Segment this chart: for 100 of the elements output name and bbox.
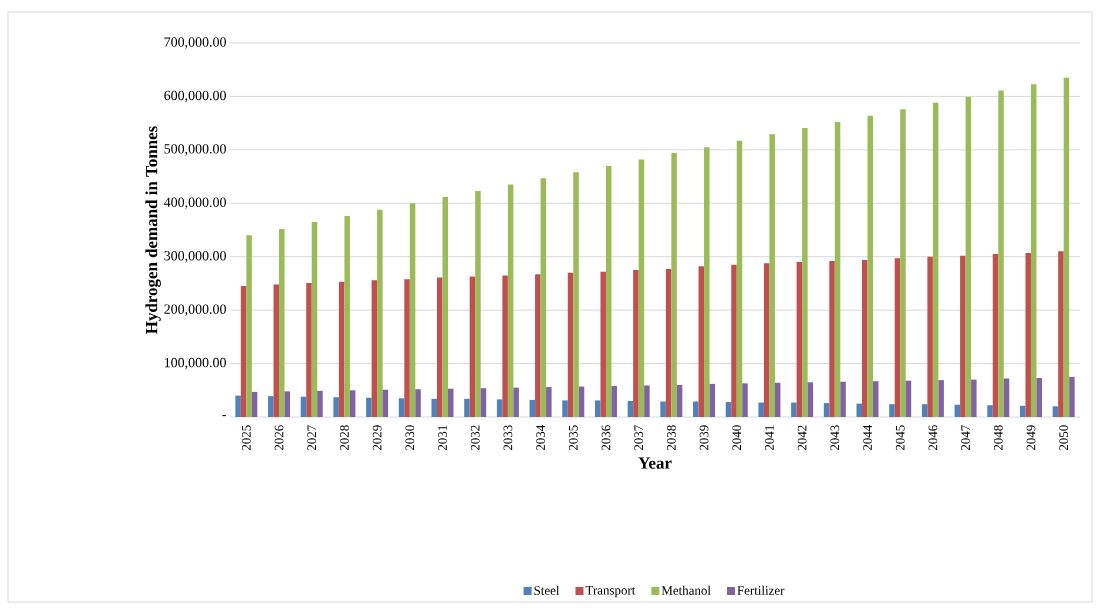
bar <box>873 381 879 417</box>
bar <box>829 260 835 417</box>
y-tick-label: 700,000.00 <box>164 37 226 49</box>
bar <box>932 102 939 417</box>
bar <box>268 396 274 417</box>
bar <box>546 387 552 417</box>
bar <box>927 256 933 417</box>
bar <box>638 159 645 417</box>
bar <box>431 398 437 417</box>
bar <box>273 284 280 417</box>
bar <box>480 388 487 417</box>
bar <box>905 380 912 417</box>
bar <box>802 127 808 417</box>
legend-label: Transport <box>585 586 636 598</box>
bar <box>507 184 514 417</box>
bar <box>349 390 356 417</box>
bar <box>834 122 841 417</box>
bar <box>758 402 764 417</box>
bar <box>644 385 650 417</box>
x-tick-label: 2041 <box>765 425 774 451</box>
bar <box>796 262 803 417</box>
bar <box>889 404 895 417</box>
bar <box>415 389 421 417</box>
y-axis-title: Hydrogen demand in Tonnes <box>145 126 161 334</box>
bar <box>529 399 536 417</box>
bar <box>862 259 868 417</box>
bar <box>987 405 993 417</box>
bar <box>404 279 410 417</box>
bar <box>567 272 574 417</box>
bar <box>344 216 350 417</box>
bar <box>960 255 966 417</box>
bar <box>867 115 874 417</box>
bar <box>633 270 639 417</box>
bar <box>823 403 830 417</box>
bar <box>442 196 448 417</box>
bar <box>1058 251 1064 417</box>
bar <box>840 381 846 417</box>
bar <box>366 397 372 417</box>
bar <box>627 400 634 417</box>
bar <box>469 276 476 417</box>
x-tick-label: 2045 <box>895 425 905 451</box>
bar <box>251 391 258 417</box>
bar <box>791 402 797 417</box>
bar <box>665 269 672 417</box>
bar <box>1069 376 1075 417</box>
bar <box>540 178 547 417</box>
bar <box>992 254 999 417</box>
bar <box>1030 84 1037 417</box>
x-tick-label: 2042 <box>797 425 807 451</box>
bar <box>1063 77 1070 417</box>
x-tick-label: 2026 <box>274 425 284 451</box>
x-tick-label: 2046 <box>928 425 938 451</box>
bar <box>371 280 378 417</box>
x-tick-label: 2033 <box>503 425 513 451</box>
bar <box>578 386 585 417</box>
y-tick-label: 600,000.00 <box>164 90 226 103</box>
bar <box>475 191 481 417</box>
bar <box>900 109 906 417</box>
x-tick-label: 2035 <box>568 425 578 451</box>
bar <box>763 263 770 417</box>
y-tick-label: - <box>222 415 226 417</box>
bar <box>573 172 579 417</box>
x-tick-label: 2050 <box>1059 425 1069 451</box>
bar <box>709 383 716 417</box>
bar <box>921 404 928 417</box>
x-tick-label: 2036 <box>601 425 611 451</box>
bar <box>306 282 312 417</box>
x-tick-label: 2037 <box>634 425 644 451</box>
bar <box>246 235 252 417</box>
bar <box>535 274 541 417</box>
bar <box>965 96 972 417</box>
bar <box>562 400 568 417</box>
bar <box>333 397 339 417</box>
bar <box>513 387 519 417</box>
bar <box>938 380 944 417</box>
bar <box>676 384 683 417</box>
x-tick-label: 2047 <box>961 425 970 451</box>
x-tick-label: 2040 <box>732 425 742 451</box>
bar <box>698 266 705 417</box>
bar <box>338 281 345 417</box>
bar <box>594 400 601 417</box>
bar <box>240 286 247 417</box>
bar <box>660 401 666 417</box>
legend-label: Methanol <box>661 585 711 595</box>
bar <box>279 228 285 417</box>
bar <box>1025 252 1031 417</box>
x-tick-label: 2031 <box>438 425 447 451</box>
y-tick-label: 400,000.00 <box>163 197 226 209</box>
bar <box>671 153 677 417</box>
bar <box>704 147 710 417</box>
bar <box>398 398 405 417</box>
bar <box>502 275 508 417</box>
bar <box>605 165 612 417</box>
bar <box>382 389 389 417</box>
bar <box>448 388 454 417</box>
y-tick-label: 500,000.00 <box>164 144 226 156</box>
legend-label: Steel <box>534 585 560 595</box>
bar <box>437 277 443 417</box>
y-tick-label: 100,000.00 <box>164 357 226 370</box>
x-tick-label: 2025 <box>241 425 251 451</box>
